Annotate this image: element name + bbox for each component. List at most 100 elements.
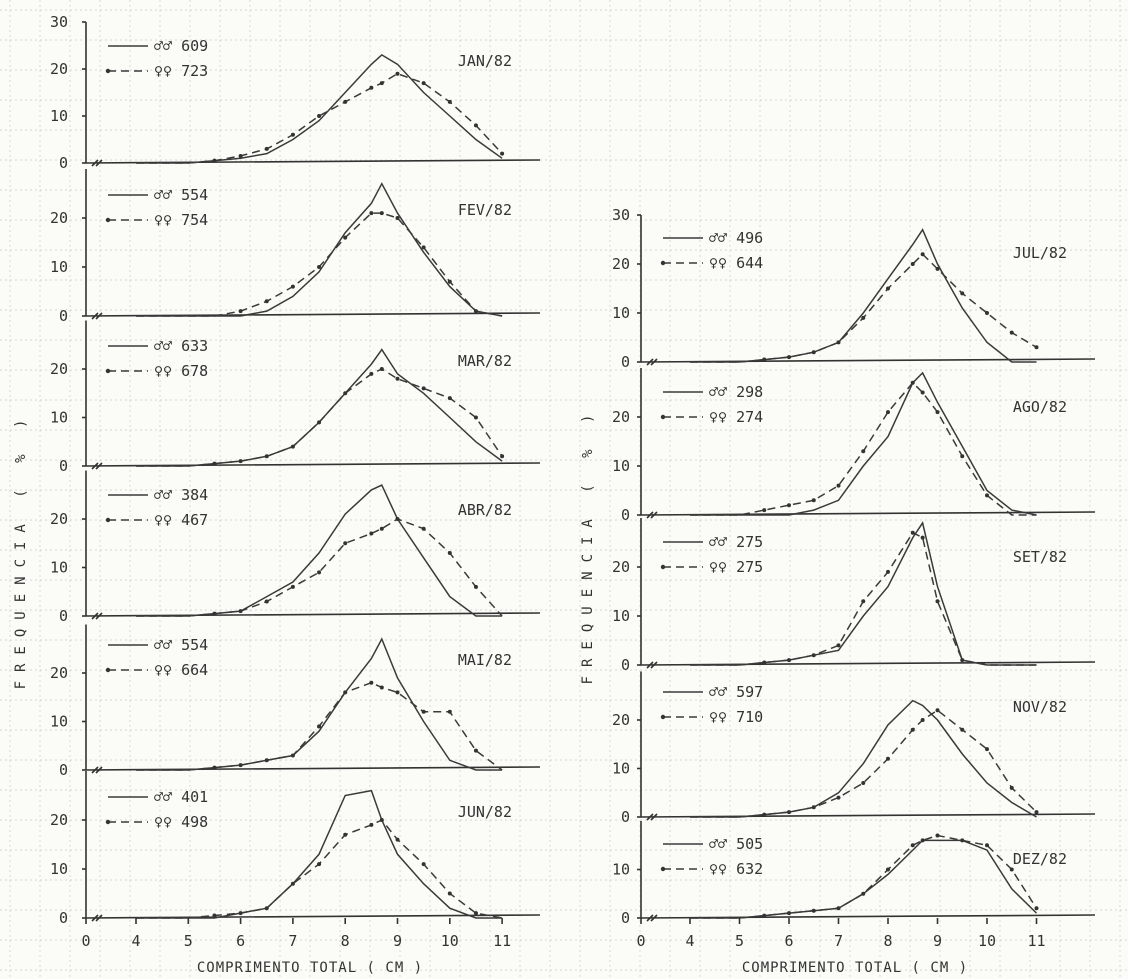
y-tick-label: 20 — [50, 60, 68, 78]
legend-male-label: ♂♂ 609 — [154, 37, 208, 55]
legend-female-label: ♀♀ 632 — [709, 860, 763, 878]
series-female-point — [920, 535, 925, 540]
series-male-line — [136, 53, 503, 164]
x-tick-label: 6 — [236, 932, 245, 950]
series-female-point — [317, 265, 322, 269]
legend-female-label: ♀♀ 754 — [154, 211, 208, 229]
series-female-point — [395, 517, 400, 521]
panel-title: AGO/82 — [1013, 398, 1067, 416]
x-tick-label: 0 — [81, 932, 90, 950]
series-female-point — [421, 81, 426, 86]
x-tick-label: 8 — [883, 932, 892, 950]
y-tick-label: 10 — [50, 409, 68, 427]
series-female-point — [935, 266, 940, 271]
series-female-point — [369, 371, 374, 376]
series-female-point — [343, 541, 348, 546]
axis-break-mark — [91, 159, 103, 167]
legend-male-label: ♂♂ 275 — [709, 533, 763, 551]
legend-male-label: ♂♂ 298 — [709, 383, 763, 401]
series-female-point — [343, 235, 348, 240]
series-female-point — [264, 599, 269, 604]
series-female-point — [447, 709, 452, 714]
y-tick-label: 10 — [612, 760, 630, 778]
series-female-point — [960, 454, 965, 459]
legend-male-label: ♂♂ 554 — [154, 636, 208, 654]
x-tick-label: 5 — [184, 932, 193, 950]
series-female-point — [935, 833, 940, 838]
series-female-point — [395, 71, 400, 76]
series-female-point — [836, 643, 841, 648]
series-female-point — [910, 727, 915, 732]
series-female-point — [379, 211, 384, 216]
series-female-point — [935, 410, 940, 415]
series-female-point — [379, 367, 384, 371]
legend-female-dot — [105, 217, 111, 223]
series-female-point — [762, 357, 767, 362]
series-female-point — [290, 132, 295, 137]
series-female-point — [985, 311, 989, 315]
y-tick-label: 20 — [50, 664, 68, 682]
series-female-point — [910, 380, 915, 385]
panel-nov-82: 0 10 20 NOV/82 ♂♂ 597 ♀♀ 710 — [612, 671, 1096, 826]
series-female-point — [238, 763, 243, 768]
legend-female-label: ♀♀ 467 — [154, 511, 208, 529]
y-axis-label-left: FREQUENCIA ( % ) — [13, 411, 29, 690]
x-tick-label: 9 — [393, 932, 402, 950]
panel-title: MAR/82 — [458, 352, 512, 370]
y-tick-label: 10 — [50, 258, 68, 276]
series-female-point — [395, 216, 400, 220]
series-female-point — [369, 85, 374, 90]
y-tick-label: 20 — [612, 711, 630, 729]
panel-dez-82: 0 10 DEZ/82 ♂♂ 505 ♀♀ 632 — [612, 821, 1096, 927]
series-female-line — [690, 381, 1037, 516]
series-female-point — [395, 376, 400, 381]
axis-break-mark — [91, 312, 103, 320]
series-female-point — [238, 911, 243, 916]
series-female-point — [290, 284, 295, 289]
series-female-point — [787, 810, 791, 815]
y-tick-label: 0 — [621, 909, 630, 927]
series-female-point — [787, 911, 791, 916]
series-female-line — [136, 518, 503, 617]
series-female-point — [264, 758, 269, 763]
panel-mar-82: 0 10 20 MAR/82 ♂♂ 633 ♀♀ 678 — [50, 320, 541, 475]
series-female-point — [811, 498, 816, 503]
series-female-point — [369, 822, 374, 827]
x-tick-label: 4 — [131, 932, 140, 950]
series-female-point — [886, 867, 890, 872]
y-tick-label: 20 — [612, 255, 630, 273]
series-female-point — [910, 843, 915, 848]
series-female-point — [369, 680, 374, 685]
x-axis-right: 0 4 5 6 7 8 9 10 11 — [636, 918, 1046, 950]
series-female-point — [811, 653, 816, 658]
legend-male-label: ♂♂ 554 — [154, 186, 208, 204]
axis-break-mark — [91, 914, 103, 922]
series-female-point — [960, 838, 965, 843]
series-female-point — [379, 685, 384, 690]
y-tick-label: 0 — [621, 808, 630, 826]
series-female-point — [317, 724, 322, 729]
series-female-point — [910, 262, 915, 266]
legend-male-label: ♂♂ 597 — [709, 683, 763, 701]
legend-female-dot — [105, 368, 111, 374]
series-female-point — [379, 81, 384, 86]
y-tick-label: 20 — [50, 360, 68, 378]
series-female-point — [290, 444, 295, 449]
series-female-point — [787, 658, 791, 663]
y-tick-label: 10 — [612, 304, 630, 322]
series-female-point — [762, 508, 767, 513]
series-female-point — [473, 415, 478, 420]
y-tick-label: 0 — [59, 607, 68, 625]
series-female-point — [861, 315, 866, 320]
legend-female-label: ♀♀ 664 — [154, 661, 208, 679]
series-female-point — [960, 658, 965, 663]
panel-ago-82: 0 10 20 AGO/82 ♂♂ 298 ♀♀ 274 — [612, 368, 1096, 524]
series-female-point — [238, 609, 243, 614]
legend-female-label: ♀♀ 274 — [709, 408, 763, 426]
y-tick-label: 10 — [50, 107, 68, 125]
series-female-point — [473, 584, 478, 589]
series-female-point — [317, 862, 322, 867]
legend-male-label: ♂♂ 633 — [154, 337, 208, 355]
x-tick-label: 10 — [978, 932, 996, 950]
series-female-point — [935, 599, 940, 604]
